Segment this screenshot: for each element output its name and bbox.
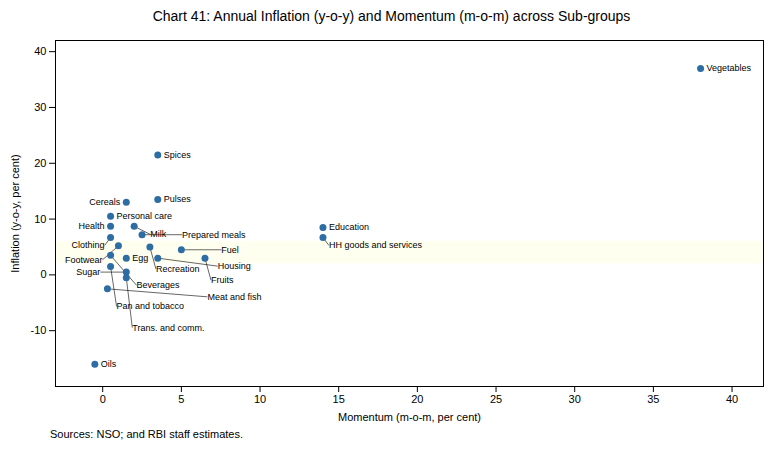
svg-text:Education: Education (329, 222, 369, 232)
svg-text:Fuel: Fuel (221, 245, 239, 255)
svg-text:Pan and tobacco: Pan and tobacco (117, 301, 185, 311)
svg-text:10: 10 (34, 213, 46, 225)
svg-text:30: 30 (34, 101, 46, 113)
svg-text:Housing: Housing (218, 261, 251, 271)
svg-text:Milk: Milk (150, 229, 166, 239)
svg-text:Meat and fish: Meat and fish (207, 292, 261, 302)
svg-text:HH goods and services: HH goods and services (329, 240, 423, 250)
html-text:Sources: NSO; and RBI staff es: Sources: NSO; and RBI staff estimates. (50, 428, 243, 440)
svg-text:Inflation (y-o-y, per cent): Inflation (y-o-y, per cent) (9, 154, 21, 272)
svg-text:Fruits: Fruits (211, 275, 234, 285)
svg-text:Clothing: Clothing (72, 240, 105, 250)
svg-text:Health: Health (79, 221, 105, 231)
svg-text:Prepared meals: Prepared meals (182, 230, 246, 240)
svg-text:Momentum (m-o-m, per cent): Momentum (m-o-m, per cent) (338, 411, 481, 423)
svg-text:Pulses: Pulses (164, 194, 192, 204)
svg-text:40: 40 (34, 45, 46, 57)
svg-text:Spices: Spices (164, 150, 192, 160)
svg-text:Egg: Egg (132, 253, 148, 263)
svg-text:15: 15 (333, 393, 345, 405)
svg-text:Cereals: Cereals (89, 197, 121, 207)
svg-text:30: 30 (569, 393, 581, 405)
svg-text:25: 25 (490, 393, 502, 405)
svg-text:0: 0 (40, 268, 46, 280)
svg-text:Trans. and comm.: Trans. and comm. (132, 323, 204, 333)
svg-text:20: 20 (34, 157, 46, 169)
svg-text:Personal care: Personal care (117, 211, 173, 221)
svg-text:10: 10 (254, 393, 266, 405)
svg-text:Recreation: Recreation (156, 264, 200, 274)
svg-text:-10: -10 (31, 324, 47, 336)
svg-text:Vegetables: Vegetables (707, 63, 752, 73)
svg-text:Beverages: Beverages (137, 280, 181, 290)
svg-text:Footwear: Footwear (65, 255, 103, 265)
svg-text:20: 20 (411, 393, 423, 405)
svg-text:Sugar: Sugar (76, 267, 100, 277)
html-text:Chart 41: Annual Inflation (y-: Chart 41: Annual Inflation (y-o-y) and M… (152, 8, 631, 24)
svg-text:40: 40 (726, 393, 738, 405)
svg-text:Oils: Oils (101, 359, 117, 369)
svg-text:5: 5 (178, 393, 184, 405)
svg-text:35: 35 (647, 393, 659, 405)
svg-text:0: 0 (100, 393, 106, 405)
